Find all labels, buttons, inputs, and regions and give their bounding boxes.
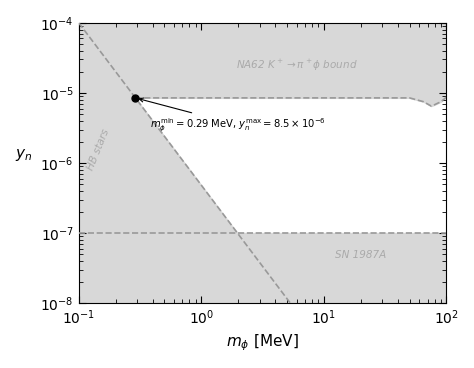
Y-axis label: $y_n$: $y_n$ [15, 147, 32, 163]
Polygon shape [79, 23, 291, 303]
Text: NA62 $K^+ \to \pi^+ \phi$ bound: NA62 $K^+ \to \pi^+ \phi$ bound [236, 58, 357, 73]
Text: $m_\phi^{\rm min} = 0.29$ MeV, $y_n^{\rm max} = 8.5 \times 10^{-6}$: $m_\phi^{\rm min} = 0.29$ MeV, $y_n^{\rm… [139, 98, 326, 134]
X-axis label: $m_\phi$ [MeV]: $m_\phi$ [MeV] [226, 332, 299, 353]
Text: HB stars: HB stars [86, 128, 111, 172]
Text: SN 1987A: SN 1987A [335, 250, 386, 259]
